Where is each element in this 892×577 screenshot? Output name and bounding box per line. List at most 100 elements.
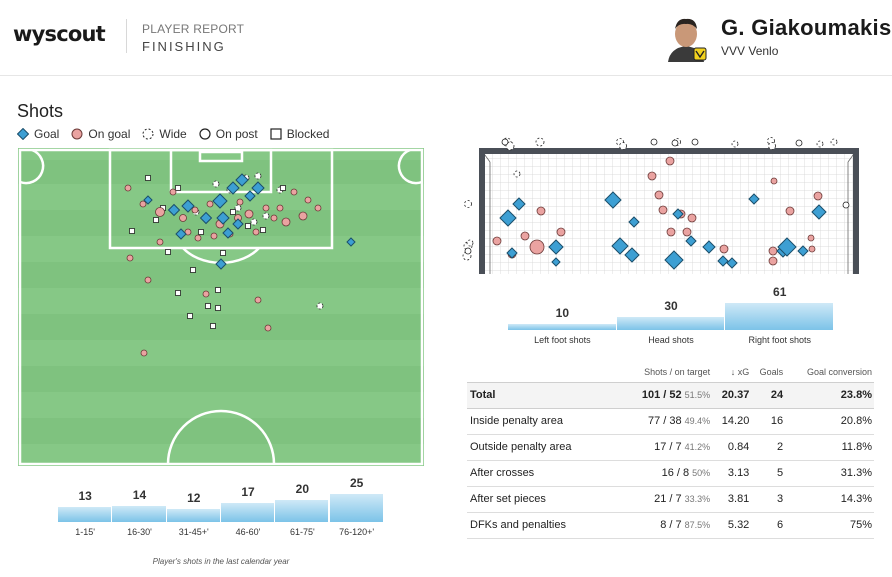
goal-shot-marker bbox=[251, 181, 265, 195]
bar-value-3: 17 bbox=[241, 484, 255, 499]
on-post-shot-marker bbox=[795, 139, 803, 147]
goal-shot-marker bbox=[672, 208, 684, 220]
row-label: DFKs and penalties bbox=[467, 512, 609, 539]
shots-legend: Goal On goal Wide On post Blocked bbox=[17, 127, 341, 141]
goal-shot-marker bbox=[624, 247, 640, 263]
on-target-percent: 87.5% bbox=[684, 520, 711, 530]
bar-value-1: 30 bbox=[664, 298, 678, 313]
blocked-shot-marker bbox=[190, 267, 196, 273]
on-goal-shot-marker bbox=[276, 204, 284, 212]
goal-shot-marker bbox=[215, 258, 227, 270]
wide-shot-marker bbox=[505, 141, 515, 151]
blocked-square-icon bbox=[270, 128, 282, 140]
table-header-xg[interactable]: ↓ xG bbox=[712, 362, 752, 383]
on-goal-shot-marker bbox=[244, 209, 254, 219]
on-post-shot-marker bbox=[501, 138, 509, 146]
wide-shot-marker bbox=[262, 212, 270, 220]
shots-value: 77 / 38 bbox=[648, 415, 682, 427]
on-goal-shot-marker bbox=[126, 254, 134, 262]
blocked-shot-marker bbox=[175, 185, 181, 191]
on-goal-shot-marker bbox=[556, 227, 566, 237]
table-header-goals[interactable]: Goals bbox=[751, 362, 786, 383]
shots-value: 101 / 52 bbox=[641, 389, 682, 401]
row-label: Total bbox=[467, 382, 609, 409]
goal-shot-marker bbox=[604, 191, 622, 209]
table-header-shots[interactable]: Shots / on target bbox=[608, 362, 713, 383]
bar-label-1: 16-30' bbox=[127, 527, 152, 537]
foot-shots-bar-chart: 10 Left foot shots 30 Head shots 61 Right foo… bbox=[508, 282, 834, 348]
bar-label-2: Right foot shots bbox=[748, 335, 811, 345]
goal-shot-marker bbox=[216, 211, 230, 225]
on-goal-shot-marker bbox=[156, 238, 164, 246]
on-target-percent: 33.3% bbox=[684, 494, 711, 504]
on-goal-shot-marker bbox=[290, 188, 298, 196]
row-goals: 16 bbox=[751, 408, 786, 435]
on-goal-shot-marker bbox=[529, 239, 545, 255]
on-goal-shot-marker bbox=[184, 228, 192, 236]
table-row: After set pieces 21 / 7 33.3% 3.81 3 14.3% bbox=[467, 486, 874, 513]
finishing-stats-table: Shots / on target ↓ xG Goals Goal conver… bbox=[467, 362, 874, 539]
table-header-conversion[interactable]: Goal conversion bbox=[785, 362, 874, 383]
bar-2 bbox=[725, 303, 834, 330]
blocked-shot-marker bbox=[145, 175, 151, 181]
report-kicker: PLAYER REPORT bbox=[142, 22, 245, 36]
shot-map-pitch bbox=[18, 148, 424, 466]
goal-shot-marker bbox=[548, 239, 564, 255]
shots-value: 16 / 8 bbox=[661, 467, 690, 479]
on-goal-shot-marker bbox=[719, 244, 729, 254]
row-shots: 17 / 7 41.2% bbox=[608, 434, 713, 461]
on-target-percent: 41.2% bbox=[684, 442, 711, 452]
row-label: After set pieces bbox=[467, 486, 609, 513]
goal-shot-marker bbox=[143, 195, 153, 205]
bar-value-2: 12 bbox=[187, 490, 201, 505]
goal-shot-marker bbox=[499, 209, 517, 227]
on-goal-shot-marker bbox=[194, 234, 202, 242]
on-goal-shot-marker bbox=[155, 207, 165, 217]
bar-0 bbox=[58, 507, 112, 522]
on-target-percent: 50% bbox=[692, 468, 711, 478]
bar-value-0: 10 bbox=[555, 306, 570, 320]
goal-shot-marker bbox=[235, 173, 249, 187]
bar-0 bbox=[508, 324, 616, 330]
goal-shot-marker bbox=[199, 211, 213, 225]
goal-shot-marker bbox=[551, 257, 561, 267]
bar-value-1: 14 bbox=[132, 488, 147, 503]
wide-shot-marker bbox=[250, 218, 258, 226]
bar-label-4: 61-75' bbox=[289, 527, 315, 537]
table-header-row: Shots / on target ↓ xG Goals Goal conver… bbox=[467, 362, 874, 383]
on-goal-shot-marker bbox=[124, 184, 132, 192]
row-shots: 21 / 7 33.3% bbox=[608, 486, 713, 513]
on-goal-shot-marker bbox=[770, 177, 778, 185]
wide-shot-marker bbox=[816, 140, 824, 148]
blocked-shot-marker bbox=[129, 228, 135, 234]
on-goal-shot-marker bbox=[520, 231, 530, 241]
blocked-shot-marker bbox=[215, 287, 221, 293]
wide-shot-marker bbox=[464, 200, 472, 208]
blocked-shot-marker bbox=[210, 323, 216, 329]
on-goal-shot-marker bbox=[179, 214, 187, 222]
player-name: G. Giakoumakis bbox=[721, 15, 892, 40]
goal-shot-marker bbox=[181, 199, 195, 213]
on-goal-shot-marker bbox=[654, 190, 664, 200]
goal-shot-marker bbox=[685, 235, 697, 247]
goal-shot-marker bbox=[212, 193, 228, 209]
wide-shot-marker bbox=[212, 180, 220, 188]
table-row: After crosses 16 / 8 50% 3.13 5 31.3% bbox=[467, 460, 874, 487]
row-goals: 6 bbox=[751, 512, 786, 539]
goal-shot-marker bbox=[244, 190, 256, 202]
wide-shot-marker bbox=[731, 140, 739, 148]
goal-shot-marker bbox=[797, 245, 809, 257]
goal-shot-marker bbox=[726, 257, 738, 269]
on-goal-shot-marker bbox=[206, 200, 214, 208]
bar-5 bbox=[329, 494, 383, 522]
goal-shots-layer bbox=[462, 137, 850, 270]
player-team: VVV Venlo bbox=[721, 44, 779, 58]
blocked-shot-marker bbox=[215, 305, 221, 311]
goal-shot-marker bbox=[232, 218, 244, 230]
goal-shot-marker bbox=[702, 240, 716, 254]
blocked-shot-marker bbox=[205, 303, 211, 309]
wide-shot-marker bbox=[254, 172, 262, 180]
on-goal-shot-marker bbox=[808, 245, 816, 253]
bar-1 bbox=[112, 506, 166, 522]
on-goal-shot-marker bbox=[140, 349, 148, 357]
